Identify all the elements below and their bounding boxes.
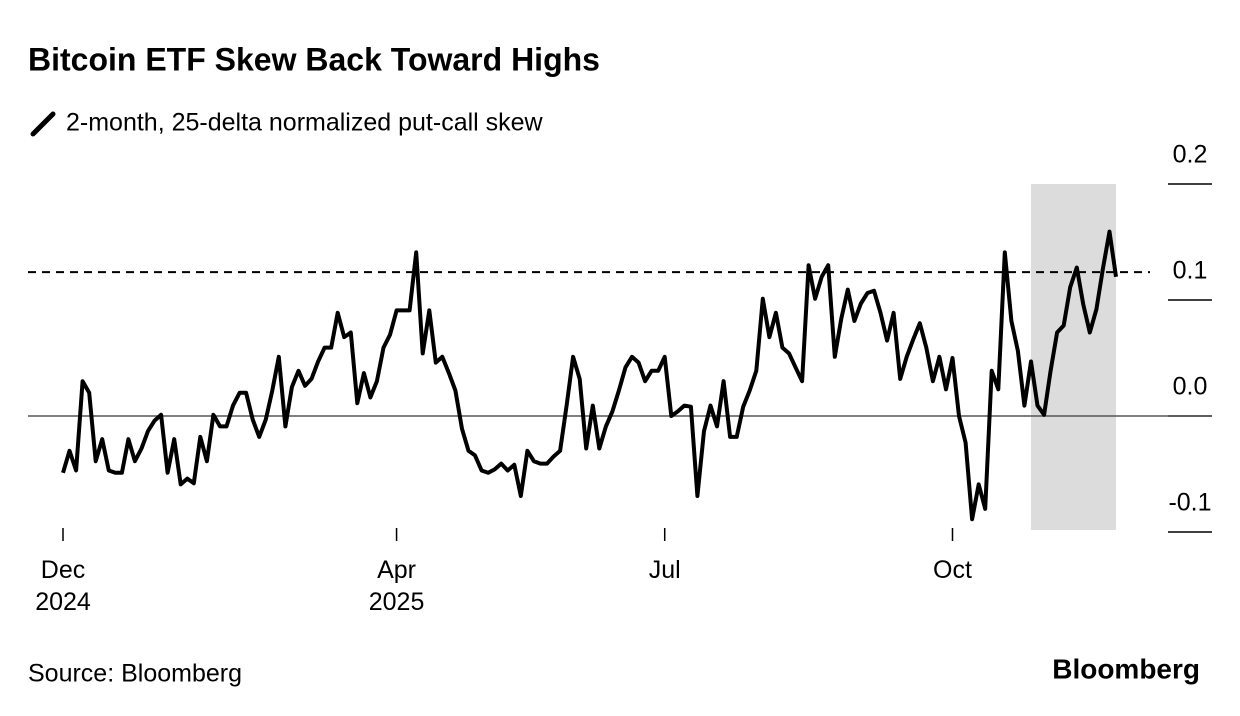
x-tick-label: Jul bbox=[648, 556, 681, 584]
y-tick-label: 0.1 bbox=[1173, 257, 1208, 285]
highlight-region bbox=[1030, 184, 1116, 530]
y-tick-label: 0.2 bbox=[1173, 141, 1208, 169]
source: Source: Bloomberg bbox=[28, 660, 242, 688]
brand: Bloomberg bbox=[1052, 653, 1200, 684]
x-tick-label: Oct bbox=[933, 556, 972, 584]
x-tick-label: Dec 2024 bbox=[35, 556, 91, 616]
legend-label: 2-month, 25-delta normalized put-call sk… bbox=[66, 109, 544, 137]
data-line bbox=[61, 229, 1118, 522]
legend-icon bbox=[30, 111, 56, 137]
x-tick-label: Apr 2025 bbox=[368, 556, 425, 616]
y-tick-label: -0.1 bbox=[1168, 489, 1211, 517]
y-tick-label: 0.0 bbox=[1173, 373, 1208, 401]
chart-title: Bitcoin ETF Skew Back Toward Highs bbox=[28, 41, 600, 77]
